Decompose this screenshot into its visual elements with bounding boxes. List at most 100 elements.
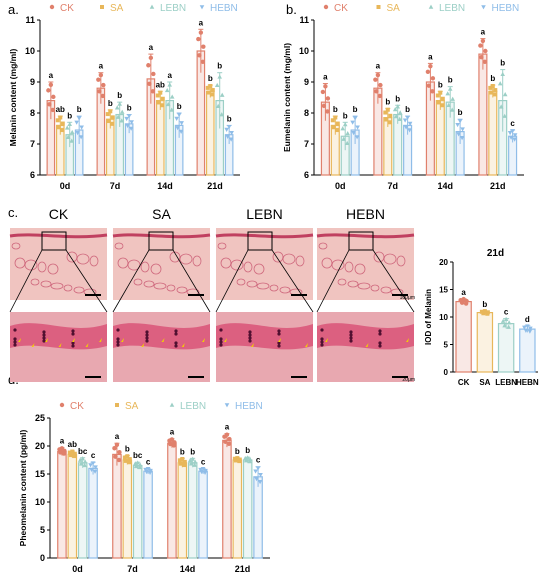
data-point bbox=[227, 436, 232, 442]
data-point bbox=[482, 309, 487, 314]
y-tick-label: 0 bbox=[444, 368, 449, 377]
melanin-arrow bbox=[251, 343, 254, 347]
follicle bbox=[143, 280, 155, 288]
data-point bbox=[440, 96, 445, 101]
bar-ck bbox=[455, 301, 472, 373]
data-point bbox=[355, 125, 360, 130]
data-point bbox=[169, 107, 175, 112]
data-point bbox=[512, 133, 518, 138]
legend-marker-hebn bbox=[199, 5, 205, 10]
follicle bbox=[318, 242, 328, 250]
data-point bbox=[489, 90, 494, 95]
follicle bbox=[344, 261, 354, 273]
nucleus bbox=[145, 339, 149, 343]
bar-hebn-14d bbox=[198, 470, 208, 559]
data-point bbox=[497, 81, 503, 86]
follicle bbox=[114, 242, 124, 250]
follicle bbox=[47, 263, 59, 275]
nucleus bbox=[349, 330, 353, 334]
melanin-arrow bbox=[18, 338, 21, 342]
data-point bbox=[58, 115, 63, 120]
follicle bbox=[396, 255, 406, 267]
legend-label-ck: CK bbox=[334, 3, 348, 14]
bar-lebn bbox=[497, 323, 515, 373]
data-point bbox=[228, 137, 234, 142]
data-point bbox=[151, 71, 156, 77]
bar-sa-21d bbox=[205, 90, 215, 176]
significance-letter: b bbox=[125, 445, 130, 454]
data-point bbox=[393, 114, 399, 119]
data-point bbox=[117, 101, 123, 106]
data-point bbox=[105, 112, 110, 117]
data-point bbox=[506, 320, 512, 325]
follicle bbox=[169, 251, 181, 263]
data-point bbox=[510, 129, 515, 134]
data-point bbox=[245, 455, 250, 460]
x-tick-label: 14d bbox=[157, 181, 173, 191]
data-point bbox=[226, 124, 232, 130]
data-point bbox=[502, 323, 507, 328]
follicle bbox=[40, 280, 52, 288]
nucleus bbox=[42, 339, 46, 343]
data-point bbox=[147, 81, 152, 87]
data-point bbox=[219, 112, 225, 117]
bar-lebn-21d bbox=[242, 459, 253, 559]
data-point bbox=[351, 131, 356, 136]
data-point bbox=[69, 138, 75, 143]
data-point bbox=[344, 140, 350, 146]
significance-letter: a bbox=[60, 437, 65, 446]
data-point bbox=[320, 89, 326, 95]
significance-letter: c bbox=[146, 457, 151, 466]
data-point bbox=[512, 137, 517, 142]
data-point bbox=[502, 113, 508, 118]
follicle bbox=[176, 286, 188, 294]
nucleus bbox=[145, 336, 149, 340]
data-point bbox=[224, 432, 230, 437]
legend-marker-ck bbox=[323, 4, 329, 10]
y-tick-label: 10 bbox=[35, 497, 45, 507]
significance-letter: a bbox=[225, 423, 230, 432]
nucleus bbox=[42, 330, 46, 334]
nucleus bbox=[378, 329, 382, 333]
data-point bbox=[225, 134, 230, 139]
data-point bbox=[456, 132, 461, 137]
data-point bbox=[407, 121, 413, 126]
melanin-arrow bbox=[31, 343, 35, 347]
data-point bbox=[46, 88, 51, 93]
x-tick-label: HEBN bbox=[516, 378, 539, 387]
significance-letter: b bbox=[235, 447, 240, 456]
significance-letter: c bbox=[201, 457, 206, 466]
bar-ck-7d bbox=[112, 453, 122, 559]
significance-letter: c bbox=[504, 308, 509, 317]
data-point bbox=[387, 120, 392, 125]
data-point bbox=[446, 102, 452, 108]
nucleus bbox=[13, 340, 17, 344]
data-point bbox=[192, 459, 198, 464]
data-point bbox=[523, 328, 529, 333]
data-point bbox=[482, 59, 488, 65]
follicle bbox=[30, 278, 40, 286]
data-point bbox=[180, 456, 185, 461]
data-point bbox=[397, 116, 403, 121]
data-point bbox=[158, 90, 163, 95]
data-point bbox=[210, 88, 215, 93]
significance-letter: b bbox=[245, 446, 250, 455]
follicle bbox=[11, 242, 21, 250]
melanin-arrow bbox=[325, 338, 328, 342]
data-point bbox=[148, 55, 154, 61]
data-point bbox=[50, 107, 56, 113]
data-point bbox=[48, 82, 54, 87]
follicle bbox=[192, 255, 202, 267]
follicle bbox=[321, 257, 333, 269]
zoom-connector bbox=[9, 249, 43, 313]
chart-title: 21d bbox=[487, 248, 504, 259]
tissue-image-bottom bbox=[113, 312, 210, 382]
y-tick-label: 10 bbox=[299, 46, 309, 56]
bar-sa-14d bbox=[177, 462, 188, 559]
nucleus bbox=[277, 341, 281, 345]
data-point bbox=[160, 103, 165, 108]
follicle bbox=[150, 263, 162, 275]
follicle bbox=[370, 284, 380, 292]
significance-letter: b bbox=[438, 80, 443, 89]
